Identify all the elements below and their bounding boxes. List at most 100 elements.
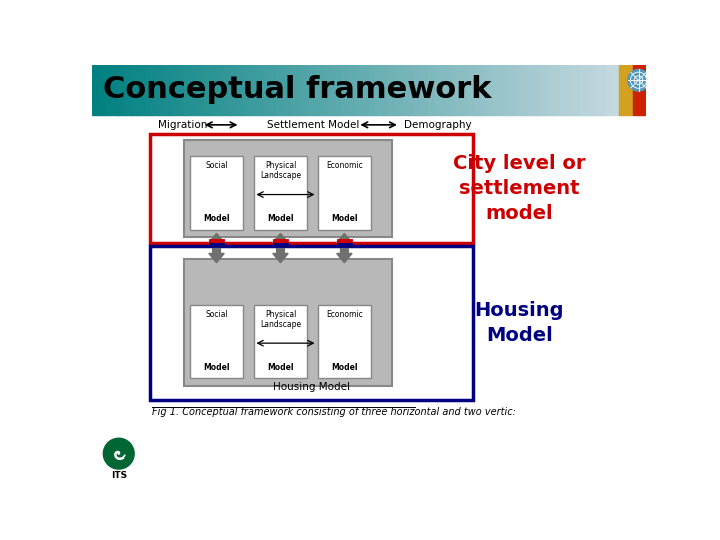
Bar (256, 65, 264, 115)
Bar (389, 65, 396, 115)
Bar (92, 65, 99, 115)
Bar (421, 65, 429, 115)
Bar (329, 65, 336, 115)
Circle shape (104, 438, 134, 469)
Bar (237, 65, 244, 115)
Bar (171, 65, 179, 115)
Text: Housing
Model: Housing Model (474, 301, 564, 345)
Text: Economic: Economic (326, 309, 363, 319)
Bar (210, 65, 218, 115)
FancyArrow shape (209, 244, 224, 262)
Bar (184, 259, 392, 386)
Bar (323, 65, 330, 115)
Bar (296, 65, 304, 115)
Text: Migration: Migration (158, 120, 207, 130)
Bar (191, 65, 198, 115)
Bar (150, 134, 473, 244)
Bar (382, 65, 390, 115)
Bar (408, 65, 415, 115)
Bar (178, 65, 185, 115)
Bar (593, 65, 600, 115)
Bar (448, 65, 455, 115)
Bar (573, 65, 580, 115)
Bar (289, 65, 297, 115)
Bar (250, 65, 257, 115)
Bar (507, 65, 515, 115)
Bar (521, 65, 528, 115)
Text: Settlement Model: Settlement Model (267, 120, 360, 130)
FancyArrow shape (337, 233, 352, 244)
Bar (461, 65, 469, 115)
Bar (204, 65, 211, 115)
Bar (454, 65, 462, 115)
Bar (184, 65, 192, 115)
Bar (105, 65, 112, 115)
Bar (567, 65, 574, 115)
Bar (164, 65, 171, 115)
Text: Economic: Economic (326, 161, 363, 170)
Text: Model: Model (267, 214, 294, 224)
Bar (395, 65, 402, 115)
Bar (580, 65, 587, 115)
Text: Housing Model: Housing Model (273, 382, 350, 392)
Bar (415, 65, 422, 115)
Bar (190, 305, 243, 378)
Bar (150, 246, 473, 400)
Bar (310, 65, 317, 115)
Bar (303, 65, 310, 115)
Bar (243, 65, 251, 115)
Bar (487, 65, 495, 115)
Text: City level or
settlement
model: City level or settlement model (453, 154, 585, 223)
Bar (481, 65, 488, 115)
Text: Model: Model (203, 363, 230, 372)
Bar (546, 65, 554, 115)
FancyArrow shape (273, 244, 288, 262)
Bar (500, 65, 508, 115)
Bar (118, 65, 125, 115)
Bar (600, 65, 607, 115)
Bar (369, 65, 376, 115)
Bar (534, 65, 541, 115)
Bar (254, 157, 307, 230)
Bar (125, 65, 132, 115)
FancyArrow shape (273, 233, 288, 244)
Bar (474, 65, 482, 115)
Bar (184, 140, 392, 237)
Bar (254, 305, 307, 378)
Text: Physical
Landscape: Physical Landscape (260, 309, 301, 329)
Bar (99, 65, 106, 115)
Text: Model: Model (267, 363, 294, 372)
Bar (441, 65, 449, 115)
Bar (112, 65, 119, 115)
Text: Physical
Landscape: Physical Landscape (260, 161, 301, 180)
Bar (613, 65, 620, 115)
Bar (283, 65, 290, 115)
Bar (318, 305, 371, 378)
Bar (316, 65, 323, 115)
Bar (560, 65, 567, 115)
Bar (190, 157, 243, 230)
Bar (527, 65, 534, 115)
Bar (217, 65, 225, 115)
Bar (151, 65, 158, 115)
Text: Model: Model (331, 363, 358, 372)
Bar (619, 65, 633, 115)
Bar (356, 65, 363, 115)
Bar (145, 65, 152, 115)
Bar (467, 65, 475, 115)
Bar (494, 65, 501, 115)
Bar (276, 65, 284, 115)
Bar (553, 65, 561, 115)
Bar (435, 65, 442, 115)
Circle shape (628, 70, 649, 91)
Bar (264, 65, 271, 115)
Bar (131, 65, 139, 115)
Bar (138, 65, 145, 115)
Bar (342, 65, 350, 115)
Text: Fig 1. Conceptual framework consisting of three horizontal and two vertic:: Fig 1. Conceptual framework consisting o… (152, 408, 516, 417)
Text: Social: Social (205, 161, 228, 170)
Bar (606, 65, 613, 115)
Bar (158, 65, 165, 115)
Text: Model: Model (331, 214, 358, 224)
Text: Model: Model (203, 214, 230, 224)
